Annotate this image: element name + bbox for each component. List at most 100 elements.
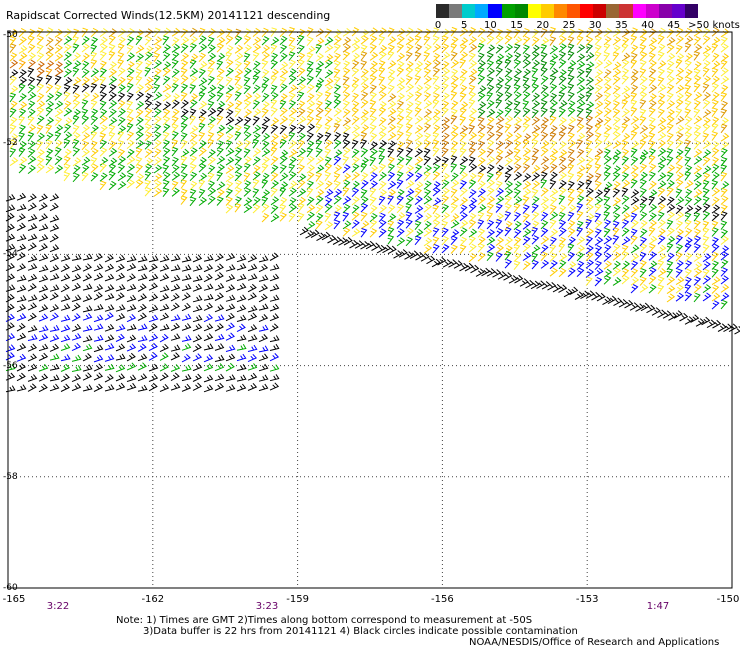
wind-barb	[531, 131, 540, 142]
wind-barb	[225, 59, 234, 69]
wind-barb	[49, 254, 60, 263]
wind-barb	[414, 132, 424, 142]
wind-barb	[252, 116, 260, 126]
wind-barb	[207, 187, 217, 197]
wind-barb	[513, 91, 522, 101]
wind-barb	[531, 196, 540, 206]
wind-barb	[342, 117, 352, 127]
wind-barb	[297, 108, 306, 118]
wind-barb	[576, 44, 586, 54]
wind-barb	[135, 91, 145, 101]
wind-barb	[603, 91, 612, 102]
wind-barb	[180, 99, 189, 109]
wind-barb	[38, 313, 49, 322]
wind-barb	[576, 35, 584, 46]
wind-barb	[540, 171, 548, 182]
wind-barb	[207, 52, 217, 62]
wind-barb	[27, 214, 38, 222]
wind-barb	[603, 244, 612, 254]
wind-barb	[108, 117, 118, 126]
wind-barb	[594, 267, 604, 277]
wind-barb	[351, 204, 360, 214]
wind-barb	[450, 179, 460, 189]
wind-barb	[423, 212, 433, 222]
wind-barb	[396, 123, 404, 133]
wind-barb	[261, 179, 269, 189]
wind-barb	[126, 75, 134, 86]
wind-barb	[441, 203, 450, 214]
wind-barb	[324, 163, 333, 173]
wind-barb	[567, 60, 577, 69]
wind-barb	[558, 164, 568, 174]
wind-barb	[396, 147, 404, 158]
wind-barb	[247, 344, 258, 352]
wind-barb	[261, 51, 271, 61]
wind-barb	[567, 148, 575, 159]
wind-barb	[270, 52, 279, 63]
wind-barb	[306, 52, 314, 63]
wind-barb	[342, 75, 350, 86]
wind-barb	[567, 66, 575, 77]
wind-barb	[612, 51, 620, 62]
wind-barb	[258, 303, 269, 311]
wind-barb	[639, 59, 647, 70]
wind-barb	[225, 303, 236, 312]
wind-barb	[214, 304, 225, 313]
wind-barb	[192, 264, 203, 272]
wind-barb	[657, 68, 666, 78]
wind-barb	[585, 156, 594, 166]
wind-barb	[5, 273, 16, 282]
wind-barb	[702, 253, 712, 263]
wind-barb	[369, 219, 378, 229]
wind-barb	[216, 181, 226, 191]
wind-barb	[137, 353, 148, 362]
wind-barb	[547, 282, 557, 291]
wind-barb	[288, 131, 296, 142]
wind-barb	[18, 108, 27, 118]
wind-barb	[279, 107, 288, 117]
wind-barb	[171, 68, 180, 78]
colorbar-swatch	[684, 4, 699, 18]
wind-barb	[387, 195, 395, 205]
lon-label: -150	[716, 594, 740, 605]
wind-barb	[234, 99, 243, 110]
wind-barb	[630, 84, 639, 94]
wind-barb	[630, 75, 639, 85]
wind-barb	[225, 124, 235, 134]
wind-barb	[693, 148, 703, 158]
wind-barb	[49, 223, 60, 232]
wind-barb	[612, 100, 621, 110]
wind-barb	[540, 123, 548, 134]
wind-barb	[99, 100, 107, 110]
wind-barb	[567, 261, 577, 270]
wind-barb	[711, 187, 721, 197]
wind-barb	[82, 305, 93, 313]
wind-barb	[38, 193, 48, 202]
wind-barb	[126, 294, 137, 303]
wind-barb	[504, 131, 514, 141]
wind-barb	[126, 36, 135, 46]
wind-barb	[270, 164, 279, 174]
wind-barb	[657, 76, 665, 87]
wind-barb	[477, 85, 487, 95]
wind-barb	[639, 211, 648, 221]
wind-barb	[45, 148, 54, 158]
colorbar-swatch	[632, 4, 647, 18]
wind-barb	[585, 268, 595, 278]
wind-barb	[180, 122, 188, 133]
wind-barb	[72, 124, 80, 135]
wind-barb	[203, 374, 214, 383]
wind-barb	[234, 83, 243, 94]
wind-barb	[720, 259, 729, 269]
wind-barb	[49, 353, 60, 361]
wind-barb	[9, 36, 17, 46]
wind-barb	[459, 204, 468, 214]
wind-barb	[441, 140, 449, 150]
wind-barb	[261, 108, 269, 118]
wind-barb	[602, 296, 612, 306]
wind-barb	[396, 100, 405, 110]
wind-barb	[405, 195, 414, 205]
wind-barb	[45, 155, 53, 166]
wind-barb	[513, 36, 523, 46]
wind-barb	[159, 352, 169, 361]
